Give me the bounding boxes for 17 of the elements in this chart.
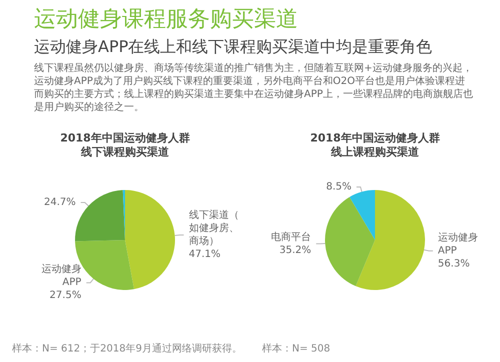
text: 线下课程虽然仍以健身房、商场等传统渠道的推广销售为主，但随着互联网+运动健身服务的兴起，运动健身APP成为了用户购买线下课程的重要渠道，另外电商平台和O2O平台也是用户体验课程进而购买的主要方式；线上课程的购买渠道主要集中在运动健身APP上，一些课程品牌的电商旗舰店也是用户购买的途径之一。 xyxy=(34,62,474,114)
slice-label: 电商平台 xyxy=(271,230,312,243)
text: 样本：N= 612；于2018年9月通过网络调研获得。 xyxy=(12,342,242,354)
data-label: 24.7% xyxy=(44,196,76,208)
text: 样本：N= 508 xyxy=(262,342,330,354)
data-label: 27.5% xyxy=(50,290,82,302)
data-label: 47.1% xyxy=(188,248,221,260)
chart-title: 2018年中国运动健身人群线上课程购买渠道 xyxy=(310,132,440,158)
slice-label: 运动健身APP xyxy=(438,231,478,256)
slice-label: 线下渠道（如健身房、商场） xyxy=(188,208,239,247)
chart-title: 2018年中国运动健身人群线下课程购买渠道 xyxy=(60,132,190,158)
data-label: 56.3% xyxy=(438,258,470,270)
text: 运动健身课程服务购买渠道 xyxy=(34,6,299,34)
data-label: 8.5% xyxy=(326,181,352,192)
text: 运动健身APP在线上和线下课程购买渠道中均是重要角色 xyxy=(34,36,434,58)
data-label: 35.2% xyxy=(279,244,312,256)
slice-label: 运动健身APP xyxy=(41,263,82,288)
